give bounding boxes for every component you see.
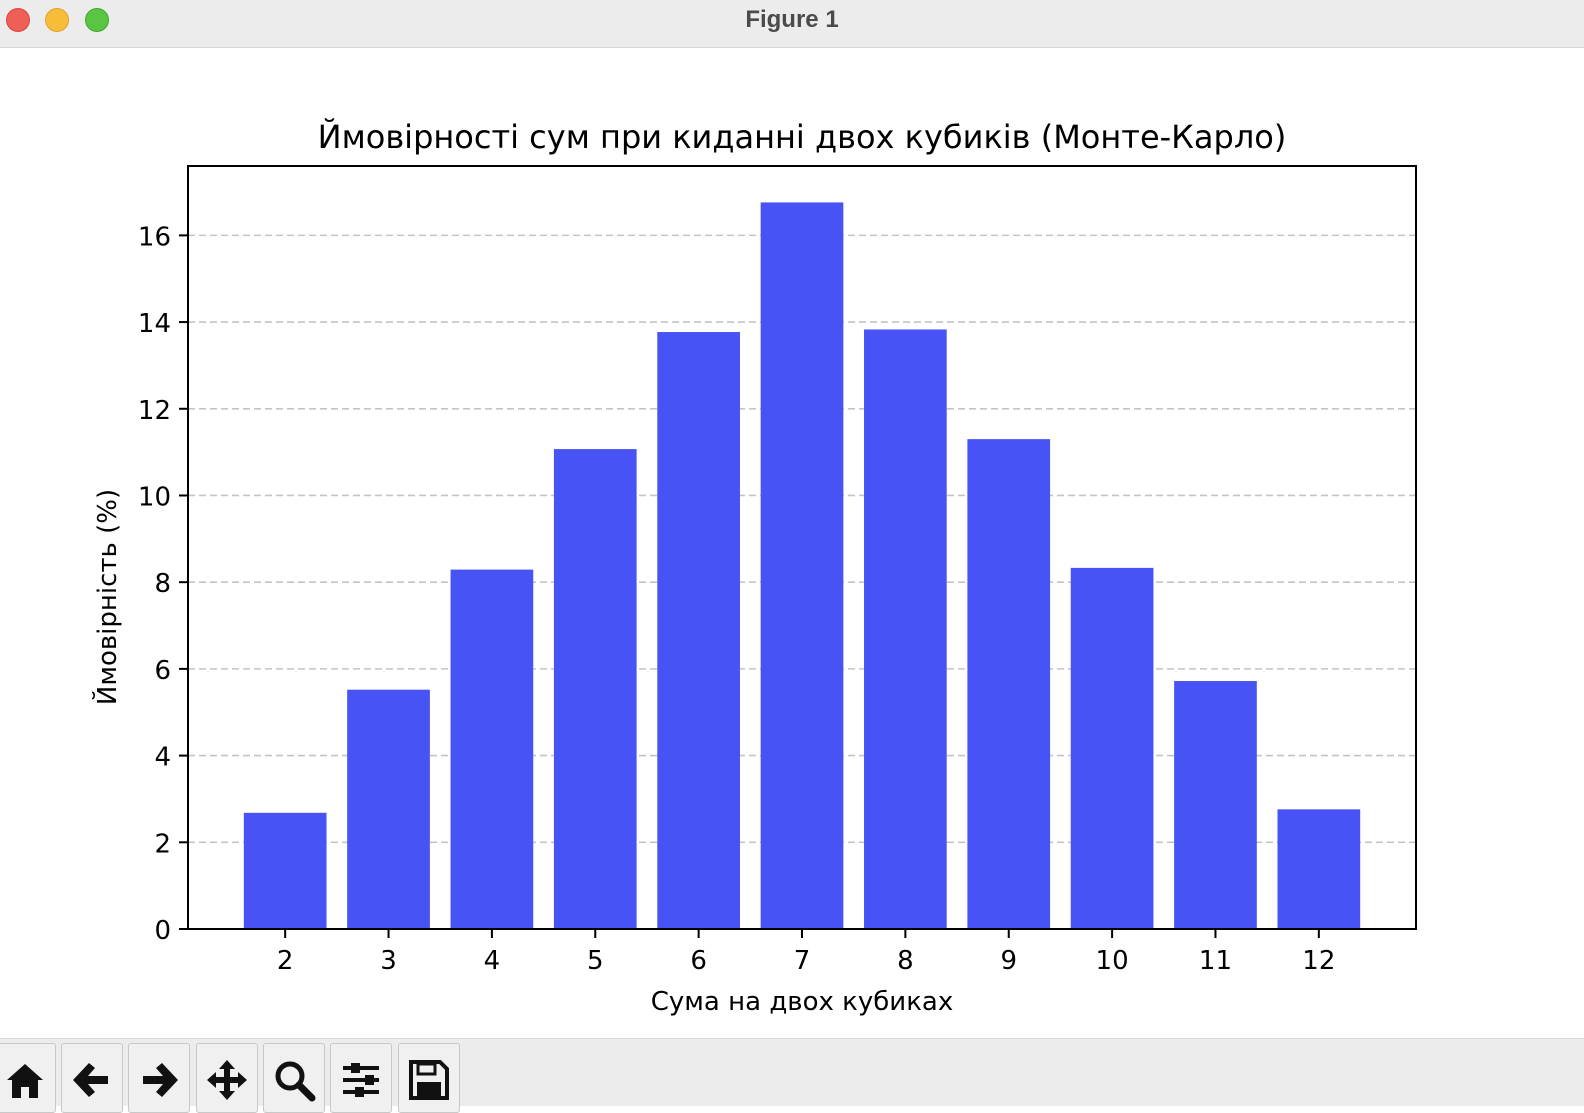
save-icon <box>409 1060 449 1100</box>
chart-title: Ймовірності сум при киданні двох кубиків… <box>318 118 1287 156</box>
bar-8 <box>864 329 947 929</box>
x-tick-label: 3 <box>380 946 397 976</box>
window-titlebar: Figure 1 <box>0 0 1584 48</box>
home-button[interactable] <box>0 1043 56 1113</box>
bar-4 <box>450 569 534 929</box>
search-icon <box>275 1061 316 1102</box>
save-button[interactable] <box>398 1043 460 1113</box>
bar-9 <box>967 439 1051 929</box>
arrow-right-icon <box>143 1063 178 1097</box>
figure-canvas: 0 2 4 6 8 10 12 14 16 2 3 4 5 6 7 8 9 10 11 12 Ймовірності … <box>0 48 1584 1038</box>
y-tick-label: 8 <box>154 569 171 599</box>
y-tick-label: 14 <box>138 309 171 339</box>
y-tick-label: 4 <box>154 743 171 773</box>
navigation-toolbar <box>0 1038 1584 1113</box>
x-tick-label: 12 <box>1302 946 1335 976</box>
x-tick-label: 7 <box>794 946 811 976</box>
sliders-icon <box>343 1063 379 1097</box>
bar-11 <box>1174 681 1257 929</box>
minimize-window-button[interactable] <box>45 8 69 32</box>
y-tick-label: 2 <box>154 829 171 859</box>
forward-button[interactable] <box>128 1043 190 1113</box>
bar-10 <box>1070 567 1154 929</box>
y-axis-label: Ймовірність (%) <box>91 489 123 705</box>
x-tick-label: 8 <box>897 946 914 976</box>
x-tick-label: 9 <box>1000 946 1017 976</box>
back-button[interactable] <box>61 1043 123 1113</box>
bar-7 <box>760 202 844 930</box>
y-tick-label: 12 <box>138 396 171 426</box>
x-axis-label: Сума на двох кубиках <box>651 987 953 1017</box>
bar-12 <box>1277 809 1361 929</box>
bar-2 <box>243 812 327 929</box>
y-tick-label: 6 <box>154 656 171 686</box>
bar-5 <box>553 449 637 929</box>
close-window-button[interactable] <box>6 8 30 32</box>
pan-button[interactable] <box>196 1043 258 1113</box>
zoom-button[interactable] <box>263 1043 325 1113</box>
arrow-left-icon <box>73 1063 108 1097</box>
x-tick-label: 11 <box>1199 946 1232 976</box>
x-tick-label: 5 <box>587 946 604 976</box>
bar-3 <box>347 689 430 929</box>
window-title: Figure 1 <box>745 6 839 33</box>
move-icon <box>207 1060 247 1100</box>
x-tick-label: 2 <box>277 946 294 976</box>
x-tick-label: 6 <box>690 946 707 976</box>
bar-chart: 0 2 4 6 8 10 12 14 16 2 3 4 5 6 7 8 9 10 11 12 Ймовірності … <box>91 118 1417 1017</box>
bar-6 <box>657 332 740 930</box>
maximize-window-button[interactable] <box>85 8 109 32</box>
home-icon <box>7 1064 43 1098</box>
x-tick-label: 4 <box>484 946 501 976</box>
y-tick-label: 16 <box>138 222 171 252</box>
y-tick-label: 0 <box>154 916 171 946</box>
configure-subplots-button[interactable] <box>330 1043 392 1113</box>
x-tick-label: 10 <box>1096 946 1129 976</box>
y-tick-label: 10 <box>138 482 171 512</box>
